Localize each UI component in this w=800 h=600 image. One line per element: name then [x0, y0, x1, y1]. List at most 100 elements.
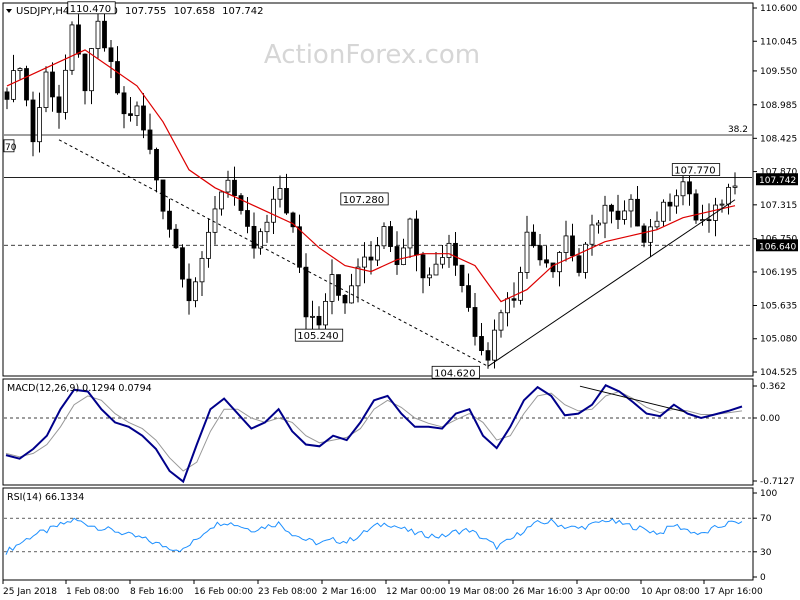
time-tick-label: 8 Feb 16:00 — [130, 587, 184, 597]
macd-layer — [4, 384, 752, 484]
candle-up — [271, 198, 276, 223]
candle-down — [121, 92, 127, 115]
candle-up — [11, 70, 16, 100]
candle-up — [401, 247, 406, 266]
candle-down — [342, 294, 348, 304]
price-tick-label: 104.525 — [760, 368, 797, 378]
candle-up — [225, 179, 231, 193]
candle-up — [375, 245, 380, 261]
candle-up — [63, 69, 68, 113]
moving-average-line — [6, 49, 736, 303]
swing-label: 107.280 — [343, 195, 384, 206]
price-tick-label: 109.550 — [760, 67, 797, 77]
candle-up — [355, 266, 361, 287]
candle-down — [173, 228, 179, 249]
swing-label-box — [671, 163, 721, 176]
candle-up — [524, 231, 530, 273]
price-tick-label: 106.195 — [760, 268, 797, 278]
rsi-layer — [4, 517, 752, 555]
candle-up — [37, 107, 42, 143]
price-header: USDJPY,H4 107.690 107.755 107.658 107.74… — [6, 6, 263, 17]
candle-up — [329, 274, 335, 302]
candle-up — [258, 231, 263, 249]
candle-down — [641, 225, 647, 243]
macd-signal-line — [5, 390, 743, 472]
time-tick-label: 3 Apr 00:00 — [577, 587, 630, 597]
candle-down — [154, 148, 159, 181]
candle-down — [186, 278, 192, 302]
candle-down — [297, 226, 302, 268]
price-tick-label: 105.635 — [760, 301, 797, 311]
candle-up — [381, 226, 387, 247]
candle-down — [316, 315, 322, 326]
price-tick-label: 110.045 — [760, 37, 797, 47]
candle-down — [245, 210, 250, 227]
time-tick-label: 17 Apr 16:00 — [704, 587, 763, 597]
candle-down — [466, 285, 471, 308]
macd-title: MACD(12,26,9) 0.1294 0.0794 — [7, 383, 152, 394]
candle-down — [303, 266, 309, 318]
ohlc-close: 107.742 — [222, 6, 263, 17]
candle-down — [108, 47, 114, 62]
candle-down — [635, 198, 640, 227]
candle-up — [206, 231, 211, 259]
swing-label: 104.620 — [434, 368, 475, 379]
candle-down — [141, 105, 146, 131]
time-tick-label: 26 Mar 16:00 — [513, 587, 573, 597]
price-axis: 110.600 110.045 109.550 108.985 108.425 107.8… — [753, 4, 798, 378]
rsi-tick-label: 30 — [760, 548, 772, 558]
candle-down — [479, 336, 484, 351]
rsi-tick-label: 100 — [760, 489, 777, 499]
candle-up — [69, 24, 75, 71]
time-axis: 25 Jan 2018 1 Feb 08:00 8 Feb 16:00 16 Feb … — [2, 580, 763, 597]
time-tick-label: 25 Jan 2018 — [3, 587, 57, 597]
candle-up — [583, 243, 588, 273]
candle-down — [693, 193, 699, 221]
candle-down — [472, 307, 478, 337]
candle-down — [570, 235, 575, 257]
time-tick-label: 1 Feb 08:00 — [66, 587, 120, 597]
rsi-tick-label: 70 — [760, 514, 772, 524]
cut-label: 70 — [5, 143, 17, 153]
price-layer: 38.2 110.470 107.280 105.240 104.620 107.770 7… — [3, 1, 752, 379]
swing-label: 110.470 — [70, 4, 111, 15]
candle-down — [453, 242, 458, 266]
symbol-timeframe: USDJPY,H4 — [16, 6, 69, 17]
candle-up — [492, 329, 497, 361]
swing-label: 107.770 — [674, 166, 715, 177]
price-tick-label: 110.600 — [760, 4, 797, 14]
swing-label: 105.240 — [297, 331, 338, 342]
candle-up — [212, 208, 218, 233]
candle-up — [719, 203, 725, 206]
candle-down — [82, 53, 88, 92]
candle-down — [180, 247, 185, 280]
price-tick-label: 105.080 — [760, 335, 797, 345]
candle-down — [576, 255, 582, 273]
price-tick-label: 108.425 — [760, 134, 797, 144]
svg-text:USDJPY,H4 107.690: USDJPY,H4 107.690 107.755 107.658 107.74… — [16, 6, 263, 17]
current-price-tag-label: 107.742 — [759, 176, 796, 186]
candle-down — [115, 61, 120, 94]
candle-down — [24, 68, 29, 101]
candle-up — [277, 188, 283, 200]
candle-down — [147, 129, 153, 150]
candle-down — [290, 212, 296, 228]
candle-up — [674, 195, 679, 207]
swing-label-box — [294, 328, 344, 342]
candle-down — [687, 181, 692, 195]
time-tick-label: 2 Mar 16:00 — [322, 587, 377, 597]
swing-label-box — [67, 1, 116, 15]
candle-up — [43, 71, 49, 108]
candle-down — [615, 210, 621, 220]
candle-down — [238, 195, 244, 211]
candle-down — [4, 91, 10, 100]
candle-down — [420, 254, 426, 279]
candle-down — [706, 219, 712, 222]
collapse-triangle-icon[interactable] — [6, 9, 12, 13]
macd-tick-label: -0.7127 — [760, 477, 795, 487]
time-tick-label: 16 Feb 00:00 — [194, 587, 253, 597]
candle-up — [362, 256, 367, 268]
candle-up — [648, 226, 653, 243]
candle-up — [264, 221, 270, 233]
trendline-rising — [487, 199, 736, 367]
